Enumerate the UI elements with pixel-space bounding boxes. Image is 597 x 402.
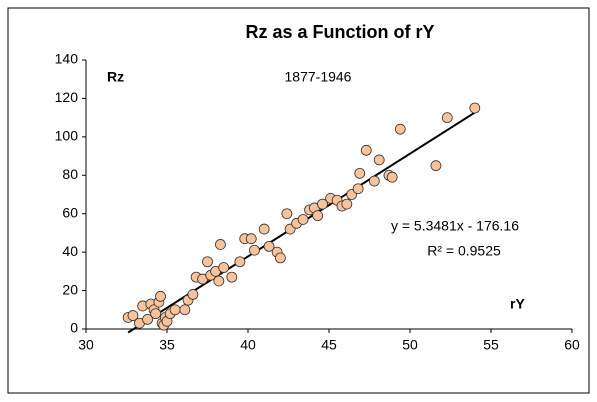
point — [312, 210, 324, 222]
point — [249, 244, 260, 256]
point — [179, 304, 191, 316]
y-tick-label: 0 — [70, 320, 78, 336]
point — [169, 304, 181, 316]
point — [430, 160, 442, 172]
point — [213, 275, 225, 287]
point — [258, 223, 270, 235]
point — [317, 198, 328, 210]
point — [368, 175, 380, 187]
x-tick-label: 60 — [564, 337, 580, 353]
y-tick-label: 20 — [62, 281, 78, 297]
point — [441, 112, 453, 124]
r-squared: R² = 0.9525 — [427, 243, 501, 259]
point — [187, 289, 199, 300]
chart-title: Rz as a Function of rY — [245, 22, 434, 42]
point — [245, 233, 257, 245]
point — [150, 308, 162, 320]
point — [142, 313, 153, 325]
point — [155, 290, 166, 302]
point — [360, 144, 372, 156]
point — [297, 214, 309, 225]
point — [215, 239, 226, 250]
y-axis-label: Rz — [107, 69, 124, 85]
point — [274, 252, 286, 264]
trend-equation: y = 5.3481x - 176.16 — [391, 218, 519, 234]
x-tick-label: 55 — [483, 337, 499, 353]
point — [354, 167, 366, 179]
x-tick-label: 40 — [240, 337, 256, 353]
point — [352, 183, 364, 195]
point — [469, 102, 481, 114]
y-tick-label: 40 — [62, 243, 78, 259]
point — [373, 154, 385, 166]
y-tick-label: 60 — [62, 204, 78, 220]
y-tick-label: 140 — [55, 51, 79, 67]
point — [386, 171, 398, 183]
point — [218, 262, 230, 273]
point — [234, 256, 246, 268]
x-tick-label: 30 — [78, 337, 94, 353]
x-tick-label: 50 — [402, 337, 418, 353]
point — [202, 256, 213, 268]
y-tick-label: 80 — [62, 166, 78, 182]
x-axis-label: rY — [510, 296, 525, 312]
point — [127, 310, 139, 321]
point — [263, 240, 275, 252]
point — [394, 123, 406, 135]
point — [281, 208, 293, 220]
x-tick-label: 35 — [159, 337, 175, 353]
point — [341, 198, 353, 210]
subtitle: 1877-1946 — [285, 69, 352, 85]
chart-border — [7, 7, 590, 394]
y-tick-label: 100 — [55, 128, 79, 144]
x-tick-label: 45 — [321, 337, 337, 353]
point — [226, 271, 238, 283]
y-tick-label: 120 — [55, 89, 79, 105]
